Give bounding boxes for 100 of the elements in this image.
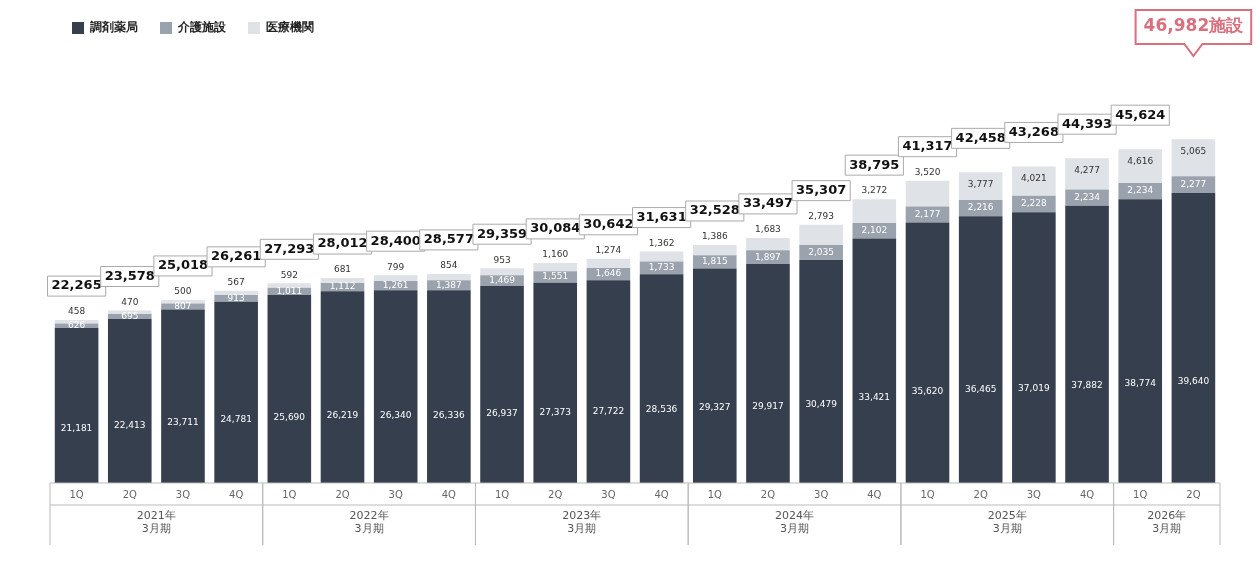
total-label: 31,631 bbox=[636, 208, 687, 224]
data-label: 1,362 bbox=[648, 237, 675, 248]
data-label: 21,181 bbox=[60, 423, 93, 434]
total-label: 38,795 bbox=[849, 156, 900, 172]
data-label: 37,882 bbox=[1071, 380, 1103, 391]
data-label: 807 bbox=[174, 300, 192, 311]
data-label: 1,112 bbox=[329, 281, 356, 292]
legend-label: 調剤薬局 bbox=[89, 20, 138, 35]
data-label: 1,815 bbox=[701, 256, 728, 267]
total-label: 44,393 bbox=[1061, 115, 1113, 131]
x-tick-label: 1Q bbox=[282, 488, 297, 500]
x-tick-label: 1Q bbox=[920, 488, 935, 500]
data-label: 681 bbox=[333, 264, 352, 275]
total-label: 32,528 bbox=[689, 202, 740, 218]
x-tick-label: 4Q bbox=[441, 488, 457, 500]
data-label: 2,234 bbox=[1074, 192, 1101, 202]
total-label: 30,084 bbox=[530, 220, 581, 236]
data-label: 2,177 bbox=[914, 208, 941, 219]
data-label: 27,373 bbox=[539, 407, 571, 418]
data-label: 2,277 bbox=[1180, 178, 1207, 189]
data-label: 2,102 bbox=[861, 225, 888, 236]
data-label: 2,035 bbox=[808, 246, 835, 257]
x-tick-label: 3Q bbox=[814, 488, 829, 500]
data-label: 913 bbox=[227, 292, 245, 303]
data-label: 26,336 bbox=[433, 409, 465, 420]
data-label: 1,011 bbox=[276, 285, 303, 296]
data-label: 854 bbox=[440, 260, 458, 271]
data-label: 28,536 bbox=[645, 404, 678, 415]
text: 2026年 3月期 bbox=[1147, 508, 1187, 535]
total-label: 26,261 bbox=[211, 248, 262, 264]
data-label: 799 bbox=[387, 261, 405, 272]
data-label: 1,160 bbox=[542, 249, 569, 260]
data-label: 1,274 bbox=[595, 245, 622, 256]
total-label: 35,307 bbox=[796, 182, 847, 198]
x-tick-label: 1Q bbox=[707, 488, 723, 500]
text: 2025年 3月期 bbox=[987, 508, 1027, 535]
data-label: 36,465 bbox=[964, 383, 997, 394]
data-label: 4,616 bbox=[1127, 155, 1154, 166]
data-label: 1,646 bbox=[595, 268, 622, 279]
data-label: 1,469 bbox=[489, 274, 516, 285]
x-tick-label: 2Q bbox=[760, 488, 776, 500]
text: 2024年 3月期 bbox=[775, 508, 815, 535]
total-label: 33,497 bbox=[742, 195, 794, 211]
total-label: 30,642 bbox=[583, 216, 634, 232]
data-label: 3,272 bbox=[861, 185, 888, 196]
data-label: 3,777 bbox=[967, 178, 994, 189]
data-label: 24,781 bbox=[220, 413, 252, 424]
text: 2022年 3月期 bbox=[349, 508, 389, 535]
x-tick-label: 4Q bbox=[867, 488, 882, 500]
x-tick-label: 3Q bbox=[1026, 488, 1042, 500]
data-label: 4,277 bbox=[1074, 164, 1100, 175]
total-label: 23,578 bbox=[104, 267, 155, 283]
total-label: 42,458 bbox=[955, 129, 1006, 145]
data-label: 27,722 bbox=[592, 406, 625, 417]
data-label: 26,340 bbox=[379, 409, 412, 420]
data-label: 2,793 bbox=[808, 211, 835, 222]
text: 2023年 3月期 bbox=[562, 508, 602, 535]
data-label: 26,937 bbox=[486, 408, 518, 419]
data-label: 2,234 bbox=[1127, 185, 1154, 196]
x-tick-label: 2Q bbox=[335, 488, 350, 500]
x-tick-label: 3Q bbox=[601, 488, 616, 500]
data-label: 25,690 bbox=[273, 411, 306, 422]
total-label: 27,293 bbox=[264, 240, 315, 256]
data-label: 1,261 bbox=[382, 280, 409, 291]
x-tick-label: 1Q bbox=[69, 488, 84, 500]
data-label: 5,065 bbox=[1180, 145, 1207, 156]
data-label: 2,216 bbox=[967, 202, 994, 213]
x-tick-label: 2Q bbox=[973, 488, 988, 500]
data-label: 470 bbox=[121, 296, 139, 307]
data-label: 1,683 bbox=[755, 224, 781, 235]
total-label: 22,265 bbox=[51, 277, 102, 293]
total-label: 29,359 bbox=[476, 225, 528, 241]
x-tick-label: 4Q bbox=[1079, 488, 1095, 500]
data-label: 592 bbox=[280, 269, 298, 280]
data-label: 23,711 bbox=[167, 416, 199, 427]
data-label: 1,387 bbox=[435, 279, 462, 290]
data-label: 953 bbox=[493, 254, 511, 265]
total-label: 25,018 bbox=[157, 257, 209, 273]
data-label: 33,421 bbox=[858, 391, 891, 402]
x-tick-label: 1Q bbox=[494, 488, 510, 500]
data-label: 22,413 bbox=[114, 419, 146, 430]
x-tick-label: 3Q bbox=[175, 488, 191, 500]
data-label: 695 bbox=[121, 310, 139, 321]
x-tick-label: 3Q bbox=[388, 488, 403, 500]
total-label: 28,400 bbox=[370, 232, 421, 248]
data-label: 1,386 bbox=[701, 231, 728, 242]
total-label: 45,624 bbox=[1115, 106, 1166, 122]
x-tick-label: 4Q bbox=[654, 488, 669, 500]
x-tick-label: 1Q bbox=[1133, 488, 1148, 500]
x-tick-label: 2Q bbox=[548, 488, 563, 500]
text: 46,982施設 bbox=[1143, 15, 1245, 36]
data-label: 458 bbox=[68, 306, 86, 317]
data-label: 29,327 bbox=[699, 402, 731, 413]
x-tick-label: 4Q bbox=[229, 488, 244, 500]
data-label: 30,479 bbox=[805, 399, 838, 410]
data-label: 567 bbox=[227, 277, 245, 288]
total-label: 28,577 bbox=[423, 231, 474, 247]
x-tick-label: 2Q bbox=[1186, 488, 1201, 500]
data-label: 500 bbox=[174, 286, 192, 297]
data-label: 2,228 bbox=[1020, 198, 1048, 209]
